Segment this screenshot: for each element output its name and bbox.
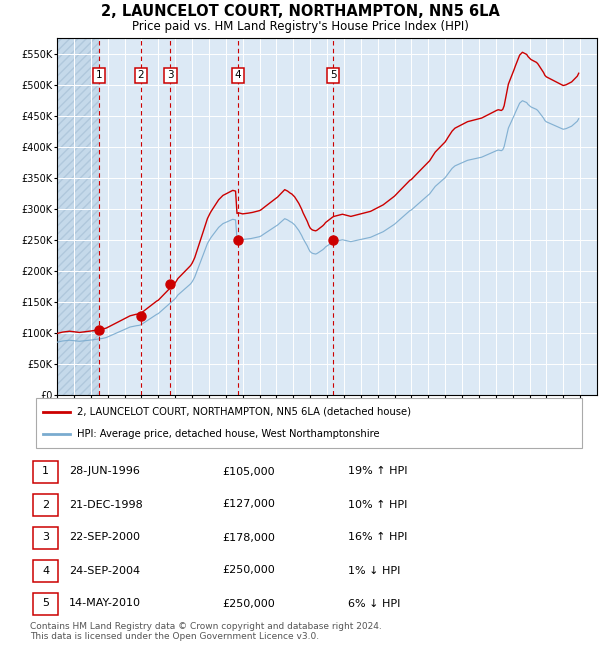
Text: 16% ↑ HPI: 16% ↑ HPI [348,532,407,543]
Text: HPI: Average price, detached house, West Northamptonshire: HPI: Average price, detached house, West… [77,429,380,439]
Text: 1: 1 [95,70,103,81]
Text: 3: 3 [167,70,174,81]
Text: 24-SEP-2004: 24-SEP-2004 [69,566,140,575]
Text: 2: 2 [137,70,144,81]
Text: 4: 4 [235,70,241,81]
Text: 28-JUN-1996: 28-JUN-1996 [69,467,140,476]
Text: 2, LAUNCELOT COURT, NORTHAMPTON, NN5 6LA: 2, LAUNCELOT COURT, NORTHAMPTON, NN5 6LA [101,4,499,19]
Text: 1: 1 [42,467,49,476]
Text: 6% ↓ HPI: 6% ↓ HPI [348,599,400,608]
Text: £105,000: £105,000 [222,467,275,476]
Bar [57,38,99,395]
Text: 5: 5 [42,599,49,608]
Text: 14-MAY-2010: 14-MAY-2010 [69,599,141,608]
Text: 4: 4 [42,566,49,575]
Text: 5: 5 [330,70,337,81]
Text: Contains HM Land Registry data © Crown copyright and database right 2024.
This d: Contains HM Land Registry data © Crown c… [30,622,382,642]
Text: 19% ↑ HPI: 19% ↑ HPI [348,467,407,476]
Text: £250,000: £250,000 [222,566,275,575]
Text: Price paid vs. HM Land Registry's House Price Index (HPI): Price paid vs. HM Land Registry's House … [131,20,469,33]
Text: 1% ↓ HPI: 1% ↓ HPI [348,566,400,575]
Text: 21-DEC-1998: 21-DEC-1998 [69,499,143,510]
Text: £127,000: £127,000 [222,499,275,510]
Text: 2, LAUNCELOT COURT, NORTHAMPTON, NN5 6LA (detached house): 2, LAUNCELOT COURT, NORTHAMPTON, NN5 6LA… [77,407,412,417]
Text: 3: 3 [42,532,49,543]
Text: £178,000: £178,000 [222,532,275,543]
Text: 22-SEP-2000: 22-SEP-2000 [69,532,140,543]
Text: 2: 2 [42,499,49,510]
Text: 10% ↑ HPI: 10% ↑ HPI [348,499,407,510]
Text: £250,000: £250,000 [222,599,275,608]
